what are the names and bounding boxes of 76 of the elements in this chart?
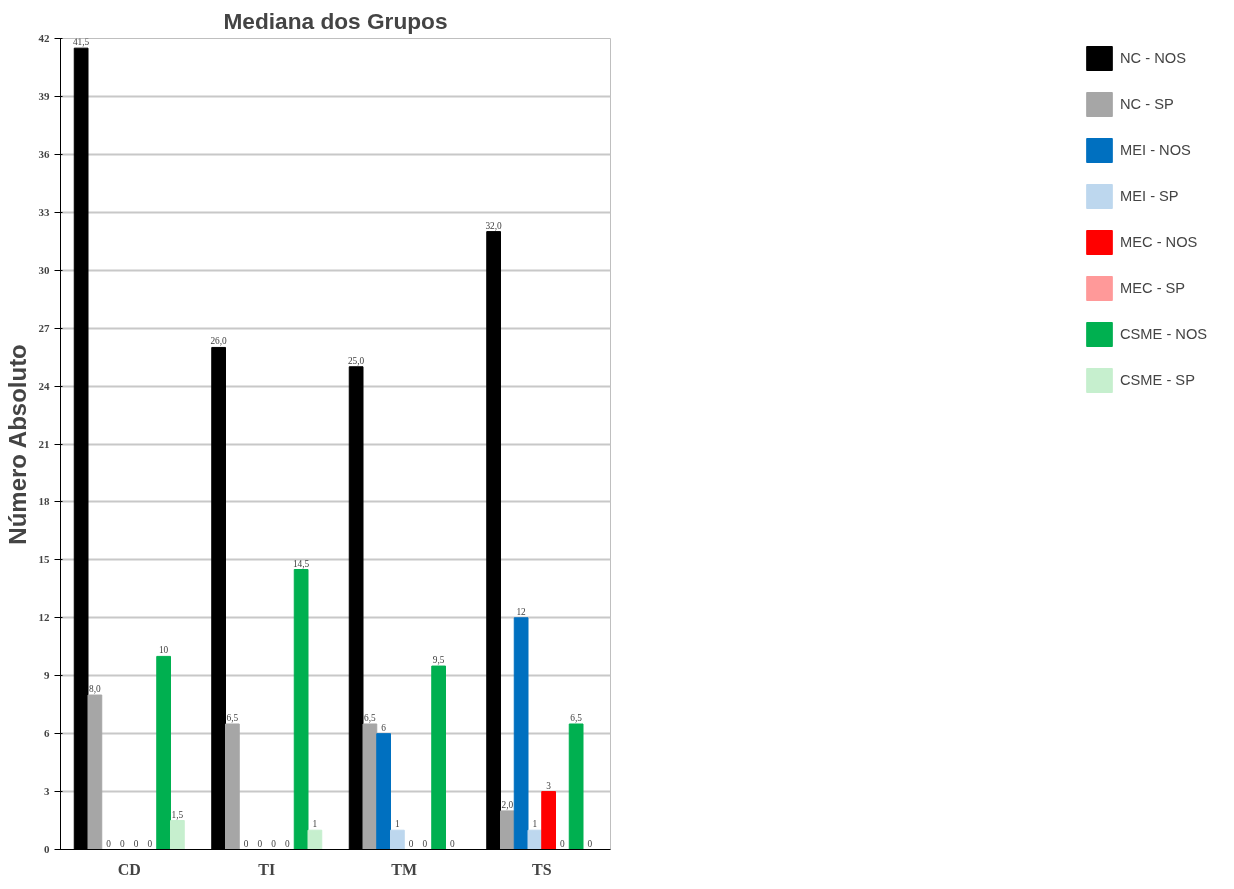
legend-label: NC - NOS [1120, 50, 1187, 66]
data-label: 0 [587, 838, 593, 849]
bar [513, 617, 529, 850]
legend-label: MEI - NOS [1120, 142, 1192, 158]
bar [156, 655, 171, 850]
legend-label: MEC - SP [1120, 280, 1187, 296]
data-label: 2,0 [501, 799, 514, 810]
bar [170, 820, 185, 850]
y-tick-label: 15 [38, 553, 50, 566]
data-label: 10 [158, 645, 169, 656]
y-tick-label: 39 [38, 89, 50, 102]
bar [500, 810, 515, 850]
data-label: 41,5 [72, 37, 90, 48]
bar [225, 723, 240, 850]
bar [527, 829, 543, 850]
data-label: 0 [147, 838, 153, 849]
x-tick-label: CD [117, 860, 141, 878]
bar [87, 694, 103, 850]
chart-title: Mediana dos Grupos [223, 7, 448, 34]
data-label: 32,0 [485, 220, 503, 231]
data-label: 6,5 [570, 712, 583, 723]
data-label: 0 [450, 838, 456, 849]
data-label: 3 [546, 780, 552, 791]
data-label: 0 [257, 838, 263, 849]
data-label: 1 [395, 819, 401, 830]
data-label: 1,5 [171, 809, 184, 820]
bar [362, 723, 378, 850]
data-label: 26,0 [210, 336, 228, 347]
bar [293, 569, 309, 850]
bar [307, 829, 323, 850]
y-tick-label: 0 [44, 843, 50, 855]
x-tick-label: TS [531, 860, 552, 878]
y-tick-label: 9 [44, 669, 50, 682]
legend-label: CSME - SP [1120, 372, 1196, 388]
y-tick-label: 36 [38, 147, 50, 160]
data-label: 0 [243, 838, 249, 849]
legend-label: CSME - NOS [1120, 326, 1209, 342]
data-label: 1 [532, 819, 538, 830]
data-label: 9,5 [432, 655, 445, 666]
data-label: 0 [271, 838, 277, 849]
y-tick-label: 24 [38, 379, 50, 392]
x-tick-label: TM [391, 860, 418, 878]
data-label: 12 [516, 606, 527, 617]
data-label: 0 [120, 838, 126, 849]
data-label: 0 [560, 838, 566, 849]
legend-label: NC - SP [1120, 96, 1175, 112]
y-tick-label: 30 [38, 263, 50, 276]
legend-label: MEI - SP [1120, 188, 1180, 204]
bar [541, 791, 556, 850]
data-label: 25,0 [347, 355, 365, 366]
data-label: 6,5 [226, 712, 239, 723]
data-label: 1 [312, 819, 318, 830]
y-tick-label: 6 [44, 727, 50, 740]
bar [568, 723, 584, 850]
y-tick-label: 33 [38, 205, 50, 218]
data-label: 8,0 [89, 684, 102, 695]
y-tick-label: 42 [38, 32, 50, 44]
legend-label: MEC - NOS [1120, 234, 1199, 250]
data-label: 0 [408, 838, 414, 849]
data-label: 0 [285, 838, 291, 849]
data-label: 0 [133, 838, 139, 849]
x-tick-label: TI [258, 860, 276, 878]
y-tick-label: 21 [38, 437, 50, 450]
y-tick-label: 3 [44, 785, 50, 798]
y-axis-title: Número Absoluto [3, 344, 31, 545]
data-label: 14,5 [292, 558, 310, 569]
y-tick-label: 18 [38, 495, 50, 508]
bar [376, 733, 391, 850]
bar [431, 665, 446, 850]
data-label: 0 [106, 838, 112, 849]
y-tick-label: 12 [38, 611, 50, 624]
data-label: 0 [422, 838, 428, 849]
data-label: 6 [381, 722, 387, 733]
bar [390, 829, 405, 850]
y-tick-label: 27 [38, 321, 50, 334]
data-label: 6,5 [364, 712, 377, 723]
